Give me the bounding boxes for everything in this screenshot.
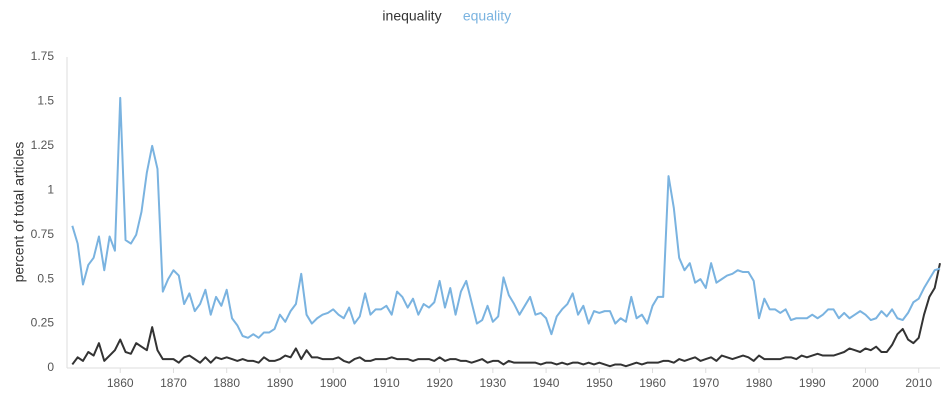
x-tick-label: 1860 (107, 376, 134, 390)
x-tick-label: 2010 (905, 376, 932, 390)
x-tick-label: 1900 (320, 376, 347, 390)
y-tick-label: 1 (47, 182, 54, 196)
y-tick-label: 0.25 (31, 316, 55, 330)
x-tick-label: 1910 (373, 376, 400, 390)
x-tick-label: 1890 (267, 376, 294, 390)
x-tick-label: 1970 (692, 376, 719, 390)
x-tick-label: 1960 (639, 376, 666, 390)
y-tick-label: 0.75 (31, 227, 55, 241)
y-tick-label: 0 (47, 360, 54, 374)
y-tick-label: 1.5 (37, 94, 54, 108)
x-tick-label: 1980 (746, 376, 773, 390)
y-axis-title: percent of total articles (11, 142, 27, 283)
legend-entry[interactable]: equality (463, 8, 511, 24)
series-line (71, 262, 941, 368)
x-tick-label: 1940 (533, 376, 560, 390)
x-tick-label: 1870 (160, 376, 187, 390)
series-line (71, 96, 941, 339)
x-tick-label: 1880 (213, 376, 240, 390)
x-tick-label: 2000 (852, 376, 879, 390)
x-tick-label: 1990 (799, 376, 826, 390)
y-tick-label: 0.5 (37, 271, 54, 285)
legend-entry[interactable]: inequality (382, 8, 441, 24)
x-tick-label: 1950 (586, 376, 613, 390)
y-tick-label: 1.25 (31, 138, 55, 152)
x-tick-label: 1930 (480, 376, 507, 390)
x-tick-label: 1920 (426, 376, 453, 390)
y-tick-label: 1.75 (31, 49, 55, 63)
